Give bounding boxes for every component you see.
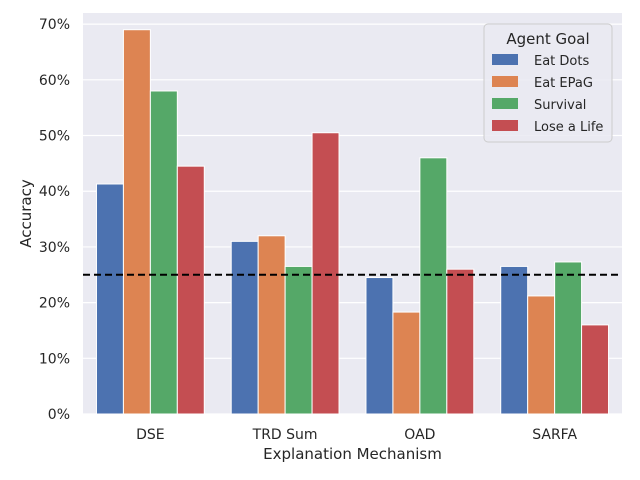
y-tick-label: 20% bbox=[39, 296, 70, 312]
legend: Agent Goal Eat Dots Eat EPaG Survival Lose … bbox=[483, 23, 613, 143]
y-tick-label: 50% bbox=[39, 129, 70, 145]
x-axis-label: Explanation Mechanism bbox=[263, 445, 442, 463]
x-tick-label: SARFA bbox=[532, 427, 577, 443]
y-tick-label: 70% bbox=[39, 17, 70, 33]
legend-swatch bbox=[492, 76, 518, 87]
x-tick-labels: DSE TRD Sum OAD SARFA bbox=[136, 427, 577, 443]
bar bbox=[230, 240, 259, 415]
bar bbox=[365, 277, 394, 415]
bar bbox=[257, 235, 286, 415]
legend-label: Survival bbox=[534, 98, 586, 113]
y-tick-label: 0% bbox=[48, 407, 70, 423]
bar bbox=[311, 132, 340, 415]
legend-swatch bbox=[492, 120, 518, 131]
y-tick-label: 30% bbox=[39, 240, 70, 256]
legend-label: Lose a Life bbox=[534, 120, 603, 135]
bar bbox=[500, 265, 529, 415]
bar bbox=[176, 165, 205, 415]
legend-swatch bbox=[492, 98, 518, 109]
bar bbox=[446, 268, 475, 415]
bar bbox=[149, 90, 178, 415]
y-tick-label: 40% bbox=[39, 184, 70, 200]
legend-label: Eat EPaG bbox=[534, 76, 593, 91]
bar bbox=[527, 295, 556, 415]
y-tick-label: 60% bbox=[39, 73, 70, 89]
bar bbox=[95, 183, 124, 415]
bar bbox=[419, 157, 448, 415]
legend-title: Agent Goal bbox=[506, 30, 589, 48]
bar bbox=[122, 29, 151, 415]
legend-box bbox=[483, 23, 613, 143]
bar bbox=[581, 324, 610, 415]
x-tick-label: DSE bbox=[136, 427, 165, 443]
bars bbox=[95, 29, 610, 415]
legend-swatch bbox=[492, 54, 518, 65]
y-tick-label: 10% bbox=[39, 351, 70, 367]
x-tick-label: TRD Sum bbox=[252, 427, 318, 443]
y-tick-labels: 0% 10% 20% 30% 40% 50% 60% 70% bbox=[39, 17, 70, 423]
bar bbox=[284, 265, 313, 415]
y-axis-label: Accuracy bbox=[17, 179, 35, 248]
x-tick-label: OAD bbox=[404, 427, 435, 443]
bar bbox=[554, 261, 583, 415]
legend-label: Eat Dots bbox=[534, 54, 589, 69]
bar bbox=[392, 311, 421, 415]
